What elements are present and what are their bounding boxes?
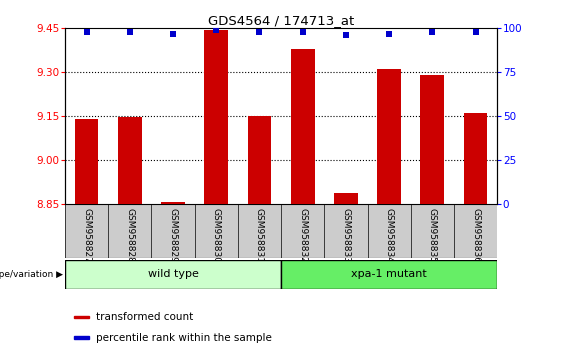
Text: GSM958835: GSM958835	[428, 208, 437, 263]
Bar	[118, 118, 142, 204]
Point	[255, 29, 264, 35]
Text: GSM958827: GSM958827	[82, 208, 91, 263]
Bar	[334, 193, 358, 204]
Text: genotype/variation ▶: genotype/variation ▶	[0, 270, 63, 279]
Point	[125, 29, 134, 35]
Text: GSM958830: GSM958830	[212, 208, 221, 263]
Point	[82, 29, 91, 35]
Text: GSM958829: GSM958829	[168, 208, 177, 263]
Point	[168, 31, 177, 36]
Bar	[464, 113, 488, 204]
Bar	[65, 260, 281, 289]
Bar	[161, 201, 185, 204]
Text: GSM958832: GSM958832	[298, 208, 307, 263]
Text: xpa-1 mutant: xpa-1 mutant	[351, 269, 427, 279]
Text: GSM958836: GSM958836	[471, 208, 480, 263]
Point	[471, 29, 480, 35]
Point	[212, 27, 221, 33]
Text: transformed count: transformed count	[95, 312, 193, 322]
Point	[341, 33, 350, 38]
Point	[385, 31, 394, 36]
Bar	[281, 260, 497, 289]
Text: GSM958828: GSM958828	[125, 208, 134, 263]
Text: GSM958831: GSM958831	[255, 208, 264, 263]
Bar	[291, 49, 315, 204]
Text: percentile rank within the sample: percentile rank within the sample	[95, 333, 272, 343]
Bar	[75, 119, 98, 204]
Bar	[205, 30, 228, 204]
Bar	[73, 316, 89, 318]
Point	[428, 29, 437, 35]
Point	[298, 29, 307, 35]
Bar	[73, 336, 89, 339]
Bar	[420, 75, 444, 204]
Text: GSM958833: GSM958833	[341, 208, 350, 263]
Bar	[247, 116, 271, 204]
Title: GDS4564 / 174713_at: GDS4564 / 174713_at	[208, 14, 354, 27]
Text: wild type: wild type	[147, 269, 198, 279]
Bar	[377, 69, 401, 204]
Text: GSM958834: GSM958834	[385, 208, 394, 263]
